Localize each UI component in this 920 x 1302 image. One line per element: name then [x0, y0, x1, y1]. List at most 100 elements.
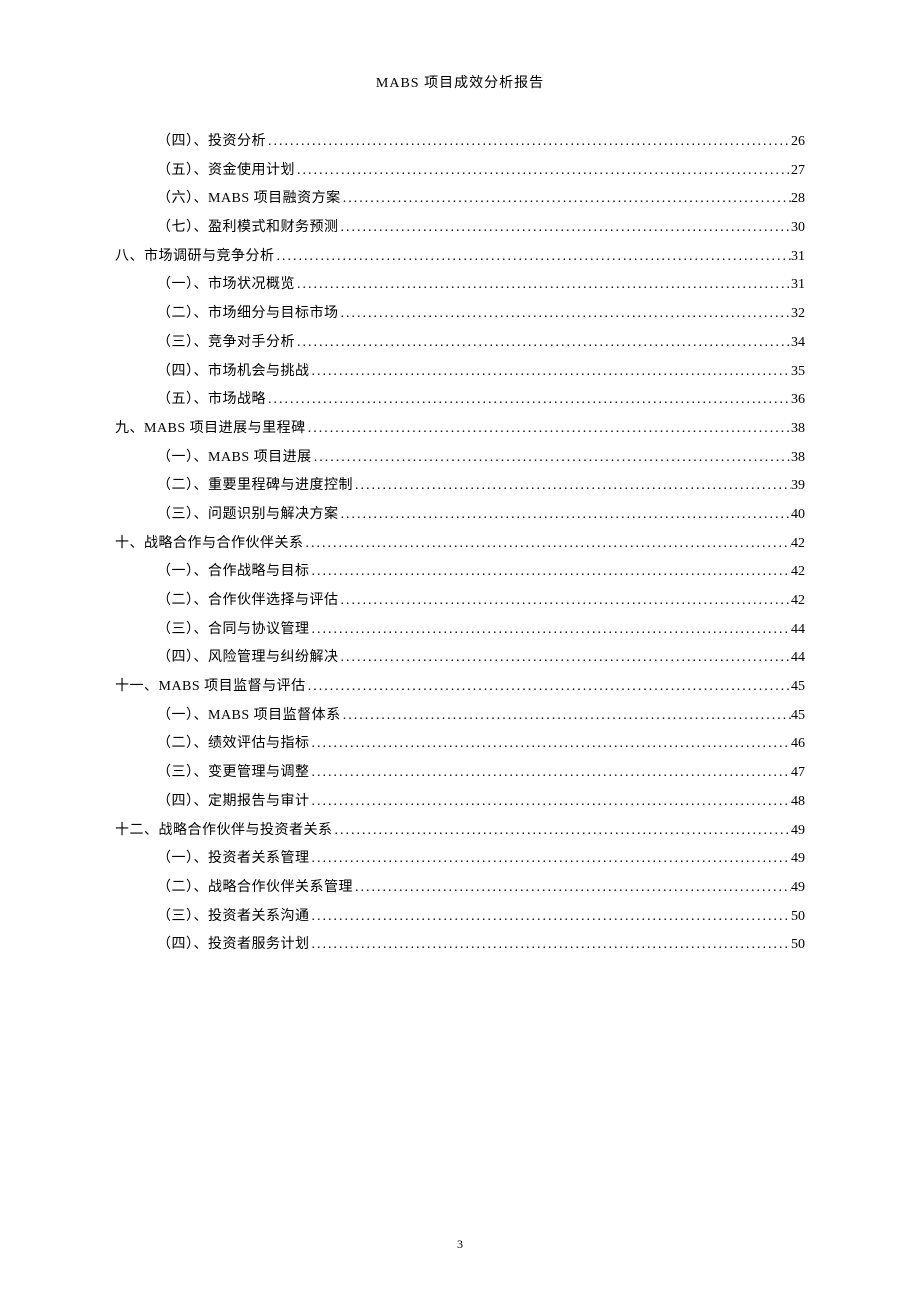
toc-entry-page: 44	[791, 644, 805, 673]
toc-dot-leader	[310, 903, 792, 932]
toc-entry-page: 49	[791, 817, 805, 846]
document-page: MABS 项目成效分析报告 （四）、投资分析26（五）、资金使用计划27（六）、…	[0, 0, 920, 1302]
toc-entry: （二）、合作伙伴选择与评估42	[115, 587, 805, 616]
toc-entry-label: （四）、市场机会与挑战	[157, 358, 310, 387]
toc-entry-page: 47	[791, 759, 805, 788]
toc-entry-page: 49	[791, 845, 805, 874]
toc-dot-leader	[266, 128, 791, 157]
toc-entry-label: （四）、投资者服务计划	[157, 931, 310, 960]
toc-entry: （七）、盈利模式和财务预测 30	[115, 214, 805, 243]
toc-entry-page: 31	[791, 243, 805, 272]
toc-dot-leader	[304, 530, 792, 559]
toc-entry-label: （三）、问题识别与解决方案	[157, 501, 339, 530]
toc-dot-leader	[341, 702, 791, 731]
toc-entry-page: 28	[791, 185, 805, 214]
toc-entry-page: 44	[791, 616, 805, 645]
toc-entry-label: （一）、市场状况概览	[157, 271, 295, 300]
toc-entry: （三）、竞争对手分析 34	[115, 329, 805, 358]
toc-entry-page: 42	[791, 587, 805, 616]
toc-entry: 十、战略合作与合作伙伴关系42	[115, 530, 805, 559]
toc-dot-leader	[266, 386, 791, 415]
toc-entry-page: 40	[791, 501, 805, 530]
toc-entry-page: 49	[791, 874, 805, 903]
toc-entry-page: 48	[791, 788, 805, 817]
toc-entry-page: 34	[791, 329, 805, 358]
toc-entry: （五）、市场战略 36	[115, 386, 805, 415]
toc-entry: 十一、MABS 项目监督与评估 45	[115, 673, 805, 702]
toc-entry-label: （四）、投资分析	[157, 128, 266, 157]
toc-entry-label: （四）、定期报告与审计	[157, 788, 310, 817]
toc-dot-leader	[295, 271, 791, 300]
toc-entry-label: （五）、资金使用计划	[157, 157, 295, 186]
toc-entry-label: （一）、投资者关系管理	[157, 845, 310, 874]
toc-dot-leader	[341, 185, 791, 214]
toc-entry-page: 42	[791, 530, 805, 559]
toc-entry-page: 32	[791, 300, 805, 329]
toc-entry-page: 39	[791, 472, 805, 501]
toc-entry: （四）、市场机会与挑战 35	[115, 358, 805, 387]
toc-dot-leader	[339, 214, 792, 243]
toc-dot-leader	[353, 472, 791, 501]
toc-entry-page: 36	[791, 386, 805, 415]
toc-entry-label: （三）、投资者关系沟通	[157, 903, 310, 932]
toc-entry: （三）、变更管理与调整 47	[115, 759, 805, 788]
toc-entry: （一）、投资者关系管理 49	[115, 845, 805, 874]
toc-entry-page: 38	[791, 444, 805, 473]
toc-entry-label: （五）、市场战略	[157, 386, 266, 415]
toc-dot-leader	[353, 874, 791, 903]
toc-entry-page: 30	[791, 214, 805, 243]
toc-entry-label: （四）、风险管理与纠纷解决	[157, 644, 339, 673]
toc-entry: （三）、投资者关系沟通 50	[115, 903, 805, 932]
toc-entry-page: 35	[791, 358, 805, 387]
toc-dot-leader	[306, 673, 791, 702]
toc-entry: （四）、风险管理与纠纷解决 44	[115, 644, 805, 673]
toc-entry-label: 八、市场调研与竞争分析	[115, 243, 275, 272]
toc-entry-page: 45	[791, 673, 805, 702]
toc-dot-leader	[312, 444, 791, 473]
toc-entry-label: （二）、战略合作伙伴关系管理	[157, 874, 353, 903]
toc-dot-leader	[310, 931, 792, 960]
toc-dot-leader	[306, 415, 791, 444]
toc-dot-leader	[310, 616, 792, 645]
toc-entry: （一）、市场状况概览 31	[115, 271, 805, 300]
toc-entry-label: 九、MABS 项目进展与里程碑	[115, 415, 306, 444]
toc-entry-page: 50	[791, 931, 805, 960]
toc-entry: （六）、MABS 项目融资方案28	[115, 185, 805, 214]
toc-entry: （四）、投资分析26	[115, 128, 805, 157]
toc-entry-label: （一）、MABS 项目进展	[157, 444, 312, 473]
toc-entry-label: （三）、竞争对手分析	[157, 329, 295, 358]
toc-dot-leader	[295, 157, 791, 186]
toc-dot-leader	[310, 788, 792, 817]
toc-entry: 九、MABS 项目进展与里程碑38	[115, 415, 805, 444]
toc-entry-label: 十二、战略合作伙伴与投资者关系	[115, 817, 333, 846]
toc-entry-label: （三）、变更管理与调整	[157, 759, 310, 788]
toc-entry-page: 46	[791, 730, 805, 759]
toc-dot-leader	[310, 759, 792, 788]
toc-entry-label: （二）、市场细分与目标市场	[157, 300, 339, 329]
toc-entry: 八、市场调研与竞争分析 31	[115, 243, 805, 272]
toc-entry-page: 42	[791, 558, 805, 587]
toc-dot-leader	[275, 243, 792, 272]
toc-dot-leader	[339, 501, 792, 530]
toc-dot-leader	[295, 329, 791, 358]
toc-entry-label: （一）、MABS 项目监督体系	[157, 702, 341, 731]
toc-entry-label: （七）、盈利模式和财务预测	[157, 214, 339, 243]
toc-entry-label: （二）、绩效评估与指标	[157, 730, 310, 759]
toc-entry: （二）、战略合作伙伴关系管理 49	[115, 874, 805, 903]
toc-entry-label: 十一、MABS 项目监督与评估	[115, 673, 306, 702]
toc-entry-page: 50	[791, 903, 805, 932]
toc-entry: （二）、市场细分与目标市场 32	[115, 300, 805, 329]
toc-dot-leader	[333, 817, 792, 846]
toc-dot-leader	[310, 558, 792, 587]
toc-entry-page: 31	[791, 271, 805, 300]
toc-entry: （二）、重要里程碑与进度控制39	[115, 472, 805, 501]
toc-entry: （三）、问题识别与解决方案 40	[115, 501, 805, 530]
toc-entry: （一）、合作战略与目标42	[115, 558, 805, 587]
toc-entry-page: 45	[791, 702, 805, 731]
toc-entry: （二）、绩效评估与指标 46	[115, 730, 805, 759]
toc-entry: （四）、投资者服务计划 50	[115, 931, 805, 960]
toc-dot-leader	[310, 730, 792, 759]
toc-dot-leader	[310, 358, 792, 387]
toc-entry: （四）、定期报告与审计 48	[115, 788, 805, 817]
toc-entry: 十二、战略合作伙伴与投资者关系 49	[115, 817, 805, 846]
